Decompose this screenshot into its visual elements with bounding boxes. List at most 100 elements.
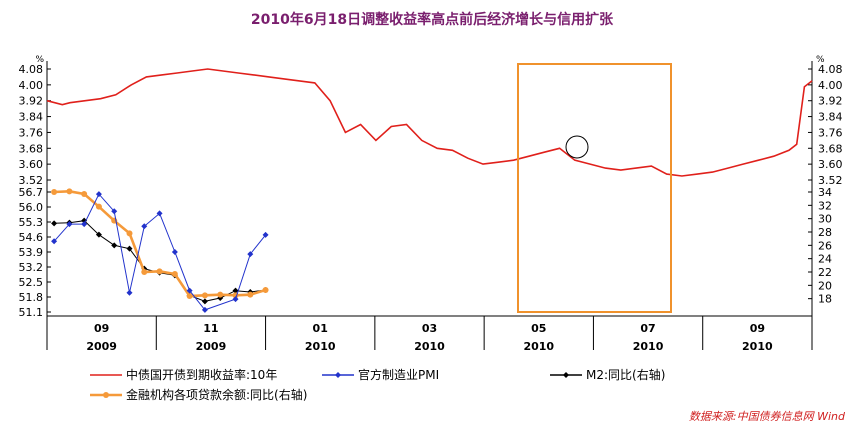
top-right-tick: 3.60	[818, 158, 843, 171]
bottom-left-tick: 56.0	[19, 201, 44, 214]
series-marker	[95, 191, 102, 198]
series-marker	[141, 269, 148, 275]
series-marker	[262, 231, 269, 238]
series-marker	[201, 306, 208, 313]
bottom-right-tick: 24	[818, 253, 832, 266]
bottom-right-tick: 32	[818, 199, 832, 212]
series-marker	[171, 249, 178, 255]
x-tick-month: 07	[640, 322, 655, 335]
x-tick-year: 2010	[414, 340, 445, 353]
x-tick-month: 09	[750, 322, 765, 335]
top-right-tick: 3.84	[818, 111, 843, 124]
x-tick-year: 2009	[86, 340, 117, 353]
highlight-box	[517, 63, 672, 313]
series-marker	[217, 291, 224, 298]
series-marker	[111, 242, 118, 249]
bottom-left-tick: 51.1	[19, 306, 44, 319]
bottom-right-tick: 30	[818, 213, 832, 226]
legend-label: 官方制造业PMI	[358, 367, 439, 382]
peak-circle	[565, 135, 589, 159]
series-marker	[141, 223, 148, 230]
bottom-right-tick: 20	[818, 279, 832, 292]
bottom-right-tick: 26	[818, 239, 832, 252]
top-panel: % %4.08 4.084.00 4.003.92 3.923.84 3.843.76 3.…	[19, 55, 843, 187]
x-tick-month: 01	[313, 322, 328, 335]
x-tick-month: 05	[531, 322, 546, 335]
bottom-right-tick: 22	[818, 266, 832, 279]
bottom-left-tick: 56.7	[19, 186, 44, 199]
x-tick-month: 09	[94, 322, 109, 335]
series-marker	[126, 230, 133, 237]
bottom-right-tick: 28	[818, 226, 832, 239]
top-right-tick: 3.76	[818, 126, 843, 139]
top-left-tick: 3.52	[19, 174, 44, 187]
x-tick-year: 2010	[523, 340, 554, 353]
bottom-left-tick: 51.8	[19, 291, 44, 304]
x-tick-year: 2010	[742, 340, 773, 353]
top-left-tick: 3.68	[19, 142, 44, 155]
legend-label: 金融机构各项贷款余额:同比(右轴)	[126, 387, 307, 402]
series-marker	[95, 203, 102, 210]
bottom-left-tick: 55.3	[19, 216, 44, 229]
series-marker	[51, 189, 58, 195]
bottom-right-tick: 18	[818, 293, 832, 306]
top-right-tick: 4.00	[818, 79, 843, 92]
unit-right: %	[816, 55, 825, 65]
top-right-tick: 4.08	[818, 63, 843, 76]
legend-marker	[563, 372, 569, 378]
series-marker	[66, 188, 73, 195]
top-left-tick: 3.76	[19, 126, 44, 139]
series-marker	[247, 291, 254, 298]
top-right-tick: 3.68	[818, 142, 843, 155]
top-left-tick: 4.00	[19, 79, 44, 92]
bottom-right-tick: 34	[818, 186, 832, 199]
series-marker	[81, 221, 88, 228]
top-left-tick: 3.60	[19, 158, 44, 171]
legend-marker	[103, 392, 109, 398]
bottom-left-tick: 52.5	[19, 276, 44, 289]
series-line	[54, 189, 266, 298]
series-marker	[95, 231, 102, 238]
bottom-left-tick: 54.6	[19, 231, 44, 244]
top-left-tick: 3.84	[19, 111, 44, 124]
top-left-tick: 3.92	[19, 95, 44, 108]
series-line	[53, 193, 266, 311]
x-tick-year: 2010	[633, 340, 664, 353]
series-marker	[186, 293, 193, 299]
source-note: 数据来源:中国债券信息网 Wind	[689, 410, 846, 423]
legend: 中债国开债到期收益率:10年 官方制造业PMI M2:同比(右轴) 金融机构各项贷款余…	[90, 367, 665, 402]
yield-series-line	[46, 68, 813, 177]
series-marker	[126, 289, 133, 296]
series-marker	[66, 221, 73, 228]
series-marker	[247, 251, 254, 258]
x-tick-month: 11	[203, 322, 218, 335]
x-tick-month: 03	[422, 322, 437, 335]
series-marker	[156, 268, 163, 275]
x-axis: 09 2009 11 2009 01 2010 03 2010 05 2010 07 2010 09 20…	[46, 315, 813, 353]
series-marker	[262, 287, 269, 293]
bottom-panel: 56.7 56.0 55.3 54.6 53.9 53.2 52.5 51.8 51.1 3432…	[19, 184, 832, 319]
x-tick-year: 2010	[305, 340, 336, 353]
series-marker	[81, 191, 88, 197]
legend-marker	[335, 372, 341, 378]
unit-left: %	[35, 55, 44, 65]
series-marker	[51, 238, 58, 245]
series-marker	[156, 210, 163, 217]
highlight-rect	[517, 63, 672, 313]
series-marker	[171, 271, 178, 277]
bottom-left-tick: 53.2	[19, 261, 44, 274]
top-right-tick: 3.92	[818, 95, 843, 108]
series-marker	[232, 287, 239, 294]
series-line	[54, 220, 266, 302]
bottom-left-tick: 53.9	[19, 246, 44, 259]
series-marker	[201, 292, 208, 299]
top-right-tick: 3.52	[818, 174, 843, 187]
chart-title: 2010年6月18日调整收益率高点前后经济增长与信用扩张	[251, 11, 614, 28]
series-marker	[126, 245, 133, 252]
x-tick-year: 2009	[196, 340, 227, 353]
series-marker	[232, 296, 239, 303]
legend-label: M2:同比(右轴)	[586, 367, 665, 382]
series-marker	[201, 298, 208, 305]
series-marker	[186, 287, 193, 294]
